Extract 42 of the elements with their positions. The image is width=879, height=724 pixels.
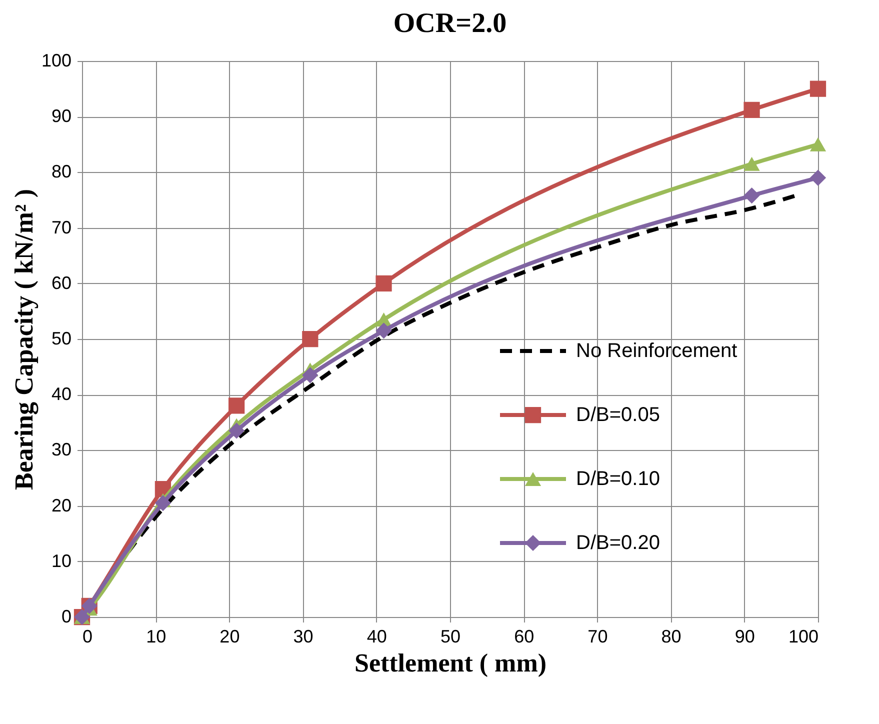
x-tick-label: 90 bbox=[734, 626, 755, 646]
y-tick-label: 10 bbox=[51, 550, 72, 571]
point bbox=[228, 422, 245, 439]
y-tick-label: 20 bbox=[51, 495, 72, 516]
legend-label: No Reinforcement bbox=[576, 340, 738, 362]
point bbox=[154, 494, 172, 512]
legend-label: D/B=0.05 bbox=[576, 404, 660, 426]
y-tick-label: 90 bbox=[51, 106, 72, 126]
y-tick-label: 100 bbox=[41, 50, 72, 70]
point bbox=[228, 398, 245, 414]
point bbox=[744, 156, 760, 171]
point bbox=[302, 330, 318, 348]
x-tick-label: 0 bbox=[82, 626, 93, 646]
y-tick-label: 80 bbox=[51, 162, 72, 182]
point bbox=[376, 322, 392, 339]
x-tick-label: 30 bbox=[293, 626, 314, 646]
y-tick-label: 30 bbox=[51, 440, 72, 460]
legend-label: D/B=0.20 bbox=[576, 532, 660, 554]
x-tick-label: 50 bbox=[440, 626, 461, 646]
point bbox=[744, 102, 760, 118]
x-axis-title: Settlement ( mm) bbox=[354, 648, 547, 678]
x-tick-label: 60 bbox=[514, 626, 534, 646]
y-axis-title: Bearing Capacity ( kN/m² ) bbox=[9, 189, 38, 490]
y-tick-label: 40 bbox=[51, 384, 72, 404]
y-tick-label: 70 bbox=[51, 217, 72, 238]
x-tick-label: 40 bbox=[366, 626, 387, 646]
point bbox=[810, 170, 826, 186]
chart-title: OCR=2.0 bbox=[393, 8, 507, 39]
point bbox=[376, 275, 392, 292]
point bbox=[302, 367, 318, 384]
point bbox=[810, 137, 826, 152]
x-tick-label: 70 bbox=[588, 626, 608, 646]
x-tick-label: 80 bbox=[661, 626, 682, 646]
y-tick-label: 50 bbox=[51, 328, 72, 348]
legend-label: D/B=0.10 bbox=[576, 468, 660, 490]
point bbox=[810, 80, 826, 97]
point bbox=[744, 187, 760, 204]
x-tick-label: 10 bbox=[146, 626, 166, 646]
y-tick-label: 60 bbox=[51, 272, 72, 293]
x-tick-label: 100 bbox=[788, 626, 818, 646]
x-tick-label: 20 bbox=[220, 626, 240, 646]
y-tick-label: 0 bbox=[61, 606, 72, 626]
